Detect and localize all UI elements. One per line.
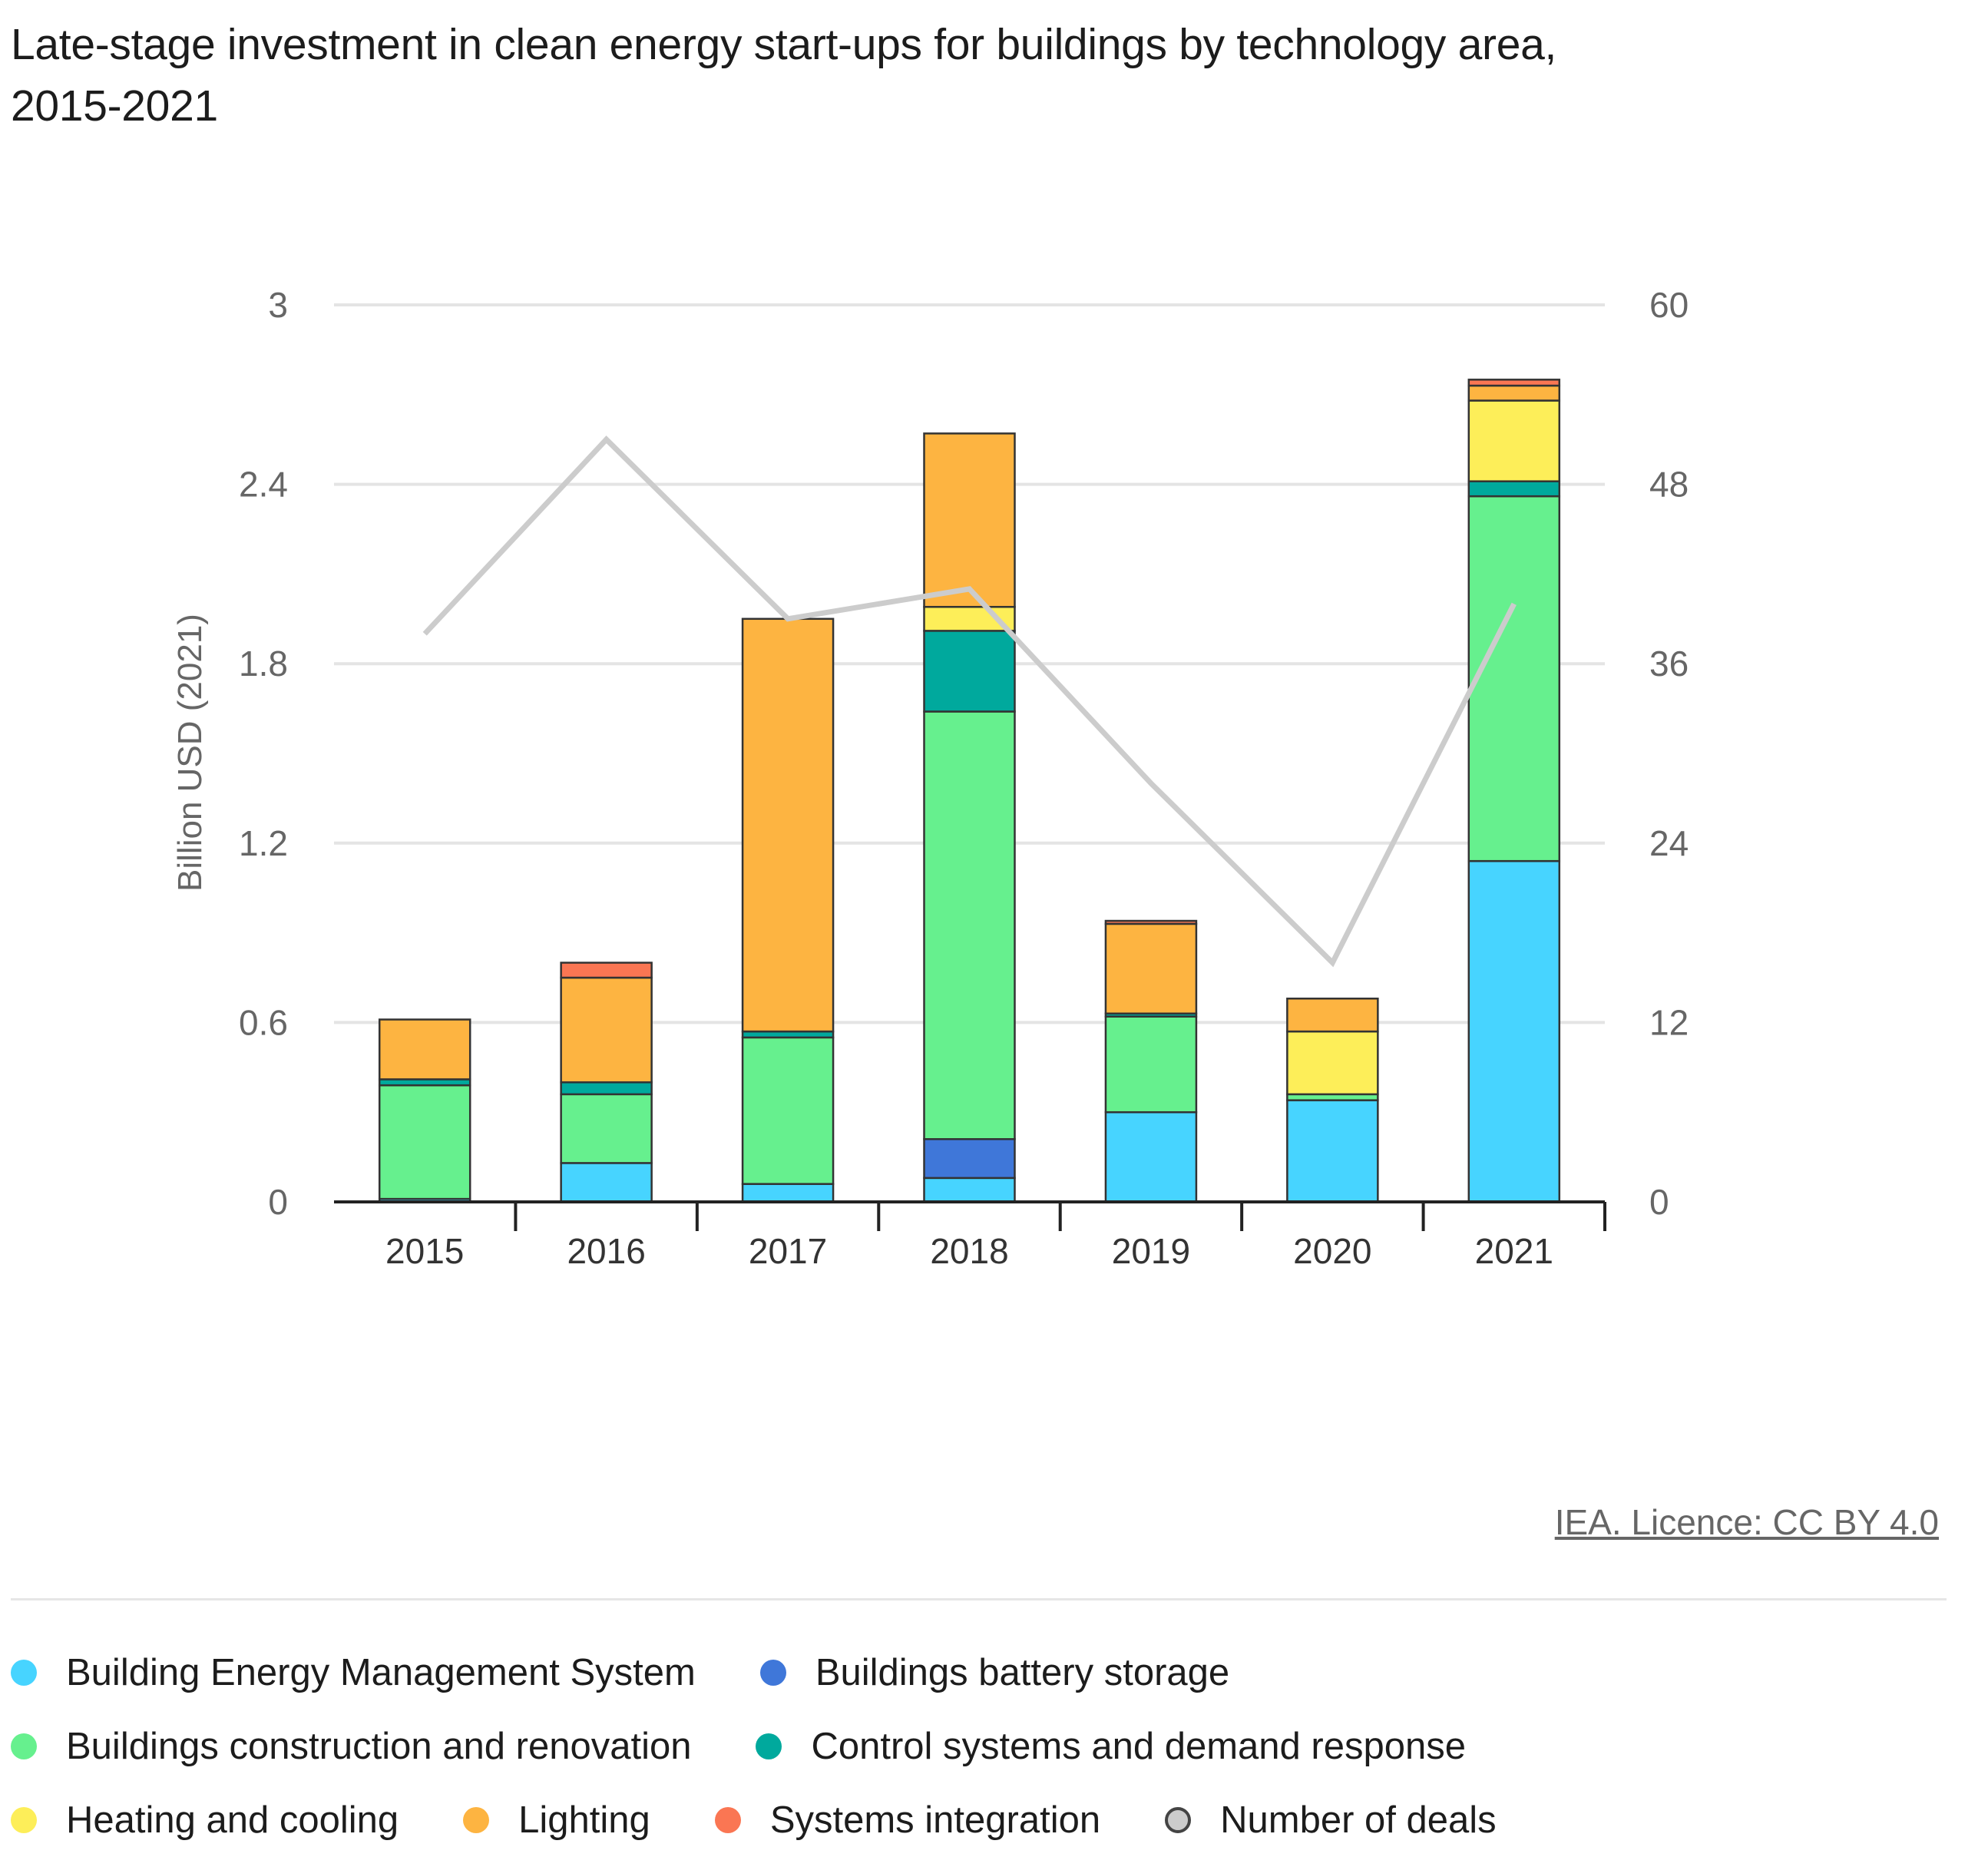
legend-label: Systems integration	[769, 1799, 1101, 1841]
legend-label: Number of deals	[1220, 1799, 1497, 1841]
y-tick-label: 0.6	[239, 1002, 288, 1042]
y-tick-label: 0	[268, 1182, 288, 1222]
x-tick-label: 2020	[1293, 1231, 1371, 1271]
bar-segment[interactable]	[378, 1084, 471, 1200]
bar-segment[interactable]	[741, 1183, 835, 1203]
x-tick-label: 2021	[1475, 1231, 1553, 1271]
chart-title: Late-stage investment in clean energy st…	[11, 20, 1557, 131]
y-tick-label: 1.2	[239, 823, 288, 863]
y2-tick-label: 24	[1649, 823, 1689, 863]
bar-segment[interactable]	[560, 1162, 653, 1203]
y2-tick-label: 60	[1649, 285, 1689, 325]
chart-svg: 0 0.6 1.2 1.8 2.4 3 0 12 24 36 48 60 2015 2016 2017 201…	[171, 285, 1689, 1271]
y2-tick-label: 48	[1649, 465, 1689, 505]
legend-label: Buildings construction and renovation	[66, 1726, 692, 1767]
deals-line-group	[422, 435, 1517, 968]
source-licence-link[interactable]: IEA. Licence: CC BY 4.0	[1554, 1502, 1939, 1542]
bar-segment[interactable]	[741, 617, 835, 1033]
legend-label: Building Energy Management System	[66, 1652, 696, 1693]
bar-segment[interactable]	[1286, 998, 1379, 1033]
y-tick-label: 1.8	[239, 644, 288, 684]
legend-item[interactable]: Systems integration	[714, 1799, 1101, 1842]
y-tick-label: 3	[268, 285, 288, 325]
legend-divider	[11, 1598, 1947, 1600]
deals-line[interactable]	[422, 435, 1517, 968]
bar-segment[interactable]	[1104, 919, 1198, 925]
legend-label: Buildings battery storage	[815, 1652, 1230, 1693]
bar-segment[interactable]	[1286, 1099, 1379, 1203]
legend-item[interactable]: Heating and cooling	[11, 1799, 399, 1842]
legend-label: Lighting	[518, 1799, 650, 1841]
legend-swatch-icon	[11, 1733, 37, 1759]
bar-segment[interactable]	[560, 1081, 653, 1096]
x-tick-label: 2015	[385, 1231, 464, 1271]
legend-swatch-icon	[714, 1807, 741, 1833]
bar-segment[interactable]	[560, 976, 653, 1084]
x-tick-label: 2017	[749, 1231, 827, 1271]
bar-segment[interactable]	[1104, 1015, 1198, 1114]
legend-item[interactable]: Control systems and demand response	[756, 1725, 1466, 1768]
bar-segment[interactable]	[923, 1177, 1016, 1203]
legend-row: Buildings construction and renovation Con…	[11, 1710, 1946, 1783]
legend-item[interactable]: Lighting	[463, 1799, 650, 1842]
legend-swatch-icon	[11, 1807, 37, 1833]
legend-row: Building Energy Management System Buildin…	[11, 1636, 1946, 1710]
bar-segment[interactable]	[923, 710, 1016, 1140]
bar-segment[interactable]	[1467, 379, 1561, 387]
y2-tick-label: 12	[1649, 1002, 1689, 1042]
bar-stack-group	[378, 379, 1561, 1203]
bar-segment[interactable]	[1467, 859, 1561, 1203]
y-axis-label: Billion USD (2021)	[171, 614, 209, 892]
bar-segment[interactable]	[378, 1018, 471, 1081]
legend-swatch-icon	[1165, 1807, 1192, 1833]
bar-segment[interactable]	[923, 630, 1016, 713]
bar-segment[interactable]	[1104, 1111, 1198, 1203]
x-tick-label: 2019	[1112, 1231, 1190, 1271]
axes-group	[334, 1200, 1606, 1231]
bar-segment[interactable]	[923, 605, 1016, 632]
legend-item[interactable]: Number of deals	[1165, 1799, 1497, 1842]
bar-segment[interactable]	[1286, 1030, 1379, 1096]
legend-label: Heating and cooling	[66, 1799, 399, 1841]
x-tick-label: 2016	[567, 1231, 645, 1271]
bar-segment[interactable]	[1104, 922, 1198, 1015]
legend-item[interactable]: Buildings construction and renovation	[11, 1725, 691, 1768]
bar-segment[interactable]	[1467, 495, 1561, 862]
bar-segment[interactable]	[560, 1093, 653, 1164]
x-tick-label: 2018	[930, 1231, 1008, 1271]
legend-row: Heating and cooling Lighting Systems integ…	[11, 1783, 1946, 1857]
y2-tick-label: 0	[1649, 1182, 1669, 1222]
bar-segment[interactable]	[1467, 384, 1561, 402]
legend-label: Control systems and demand response	[811, 1726, 1466, 1767]
bar-segment[interactable]	[923, 1137, 1016, 1180]
legend-swatch-icon	[756, 1733, 782, 1759]
legend-item[interactable]: Building Energy Management System	[11, 1651, 696, 1694]
legend-swatch-icon	[759, 1660, 786, 1686]
bar-segment[interactable]	[1467, 399, 1561, 482]
bar-segment[interactable]	[741, 1036, 835, 1185]
legend-item[interactable]: Buildings battery storage	[759, 1651, 1230, 1694]
y-tick-label: 2.4	[239, 465, 288, 505]
chart-legend: Building Energy Management System Buildin…	[11, 1636, 1946, 1857]
bar-segment[interactable]	[1467, 480, 1561, 498]
y2-tick-label: 36	[1649, 644, 1689, 684]
legend-swatch-icon	[463, 1807, 490, 1833]
bar-segment[interactable]	[560, 962, 653, 979]
tick-labels-group: 0 0.6 1.2 1.8 2.4 3 0 12 24 36 48 60 2015 2016 2017 201…	[239, 285, 1689, 1271]
legend-swatch-icon	[11, 1660, 37, 1686]
bar-segment[interactable]	[923, 432, 1016, 608]
